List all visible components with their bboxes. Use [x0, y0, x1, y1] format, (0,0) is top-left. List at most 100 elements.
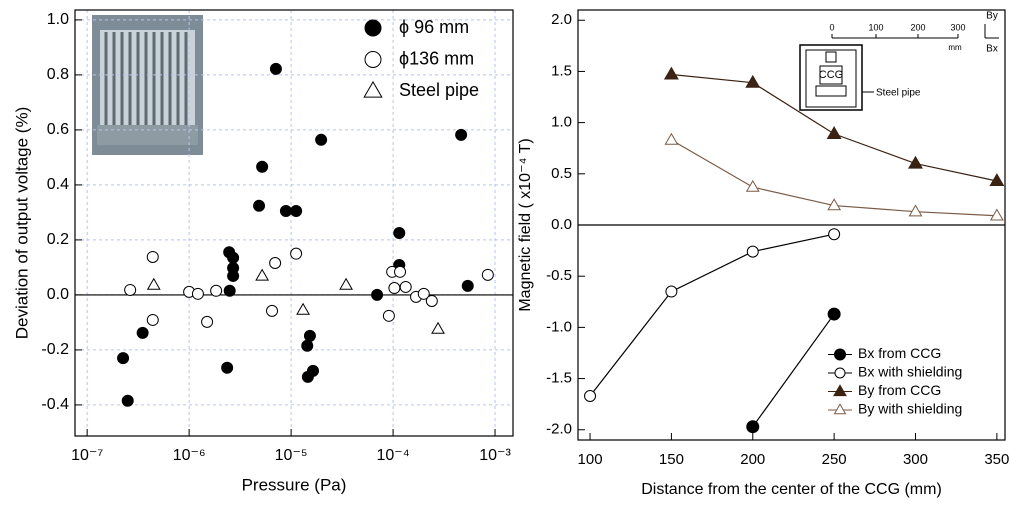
marker — [227, 251, 240, 264]
inset-bx: Bx — [986, 44, 998, 55]
plot-frame — [74, 9, 514, 437]
marker — [221, 361, 234, 374]
x-tick-label: 350 — [984, 451, 1009, 468]
marker — [279, 205, 292, 218]
inset-unit: mm — [948, 43, 962, 52]
legend-label: Bx from CCG — [858, 345, 941, 361]
marker — [223, 284, 236, 297]
marker — [269, 62, 282, 75]
marker — [382, 309, 395, 322]
y-tick-label: 0.0 — [47, 286, 69, 303]
marker — [746, 245, 759, 258]
marker — [210, 284, 223, 297]
marker — [833, 384, 847, 397]
y-tick-label: -0.5 — [546, 267, 572, 284]
marker — [227, 269, 240, 282]
marker — [121, 394, 134, 407]
inset-device: CCG — [819, 69, 843, 81]
marker — [394, 265, 407, 278]
x-tick-label: 250 — [822, 451, 847, 468]
y-tick-label: 0.2 — [47, 231, 69, 248]
marker — [364, 51, 382, 68]
series-line — [752, 313, 835, 428]
x-tick-label: 10⁻⁴ — [377, 447, 410, 464]
x-tick-label: 10⁻⁶ — [173, 447, 206, 464]
x-tick-label: 300 — [903, 451, 928, 468]
inset-scale: 100 — [868, 22, 883, 32]
x-tick-label: 10⁻⁷ — [71, 447, 103, 464]
marker — [431, 321, 445, 334]
marker — [393, 227, 406, 240]
legend-label: Bx with shielding — [858, 364, 962, 380]
marker — [146, 313, 159, 326]
inset-diagram: CCG Steel pipe 0 100 200 300 mm By Bx — [799, 11, 999, 111]
marker — [303, 329, 316, 342]
marker — [339, 277, 353, 290]
marker — [584, 389, 597, 402]
y-tick-label: -2.0 — [546, 421, 572, 438]
inset-pipe-label: Steel pipe — [876, 88, 921, 99]
series-line — [589, 233, 835, 397]
marker — [296, 302, 310, 315]
marker — [461, 279, 474, 292]
marker — [124, 283, 137, 296]
x-tick-label: 150 — [659, 451, 684, 468]
marker — [745, 74, 761, 88]
marker — [117, 352, 130, 365]
marker — [455, 128, 468, 141]
marker — [290, 205, 303, 218]
y-axis-label: Magnetic field ( x10⁻⁴ T) — [517, 138, 534, 311]
inset-scale: 0 — [829, 22, 834, 32]
legend-label: By from CCG — [858, 382, 941, 398]
y-tick-label: -1.5 — [546, 370, 572, 387]
photo-inset — [92, 15, 203, 155]
x-tick-label: 10⁻⁵ — [275, 447, 308, 464]
marker — [827, 198, 842, 211]
marker — [833, 403, 847, 415]
marker — [191, 287, 204, 300]
y-tick-label: 2.0 — [551, 11, 572, 28]
y-tick-label: 0.8 — [47, 66, 69, 83]
marker — [834, 348, 846, 361]
inset-by: By — [986, 11, 998, 22]
marker — [290, 247, 303, 260]
marker — [266, 304, 279, 317]
marker — [256, 160, 269, 173]
marker — [908, 155, 923, 169]
y-tick-label: 1.0 — [551, 114, 572, 131]
marker — [255, 268, 270, 281]
legend-label: ϕ136 mm — [399, 48, 474, 68]
marker — [425, 294, 438, 307]
x-tick-label: 100 — [578, 451, 603, 468]
marker — [663, 66, 679, 80]
marker — [399, 280, 412, 293]
y-tick-label: 1.0 — [47, 11, 69, 28]
x-tick-label: 10⁻³ — [479, 447, 511, 464]
marker — [827, 307, 841, 321]
marker — [417, 287, 430, 300]
inset-scale: 200 — [910, 22, 925, 32]
marker — [828, 228, 841, 241]
marker — [834, 367, 846, 379]
y-tick-label: -1.0 — [546, 318, 572, 335]
marker — [201, 315, 214, 328]
marker — [363, 80, 383, 98]
marker — [269, 257, 282, 270]
y-tick-label: 0.0 — [551, 216, 572, 233]
marker — [364, 19, 382, 37]
marker — [315, 133, 328, 146]
marker — [989, 208, 1004, 221]
marker — [665, 285, 678, 298]
marker — [371, 288, 384, 301]
x-axis-label: Pressure (Pa) — [242, 475, 347, 494]
y-tick-label: 1.5 — [551, 62, 572, 79]
legend-label: Steel pipe — [399, 80, 479, 100]
marker — [664, 132, 679, 145]
marker — [826, 126, 842, 139]
legend-label: ϕ 96 mm — [399, 17, 469, 37]
marker — [908, 204, 923, 217]
marker — [746, 420, 760, 434]
marker — [481, 268, 494, 281]
marker — [146, 250, 159, 263]
